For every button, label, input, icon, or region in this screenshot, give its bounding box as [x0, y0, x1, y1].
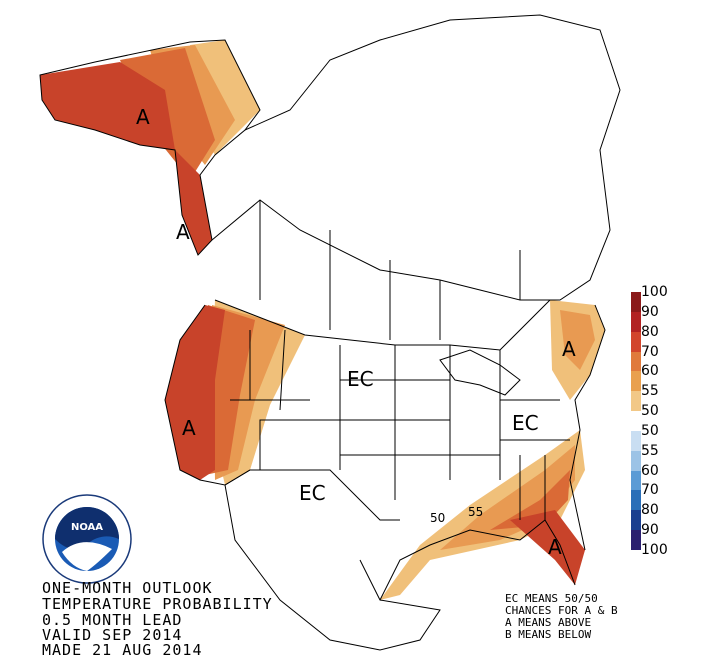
alaska-above-label: A — [136, 105, 150, 129]
southeast-shading — [380, 430, 585, 600]
state-lines-west — [230, 329, 396, 500]
colorbar-swatch — [631, 331, 641, 353]
colorbar-swatch — [631, 371, 641, 392]
east-ec-label: EC — [512, 411, 539, 435]
colorbar-tick-label: 70 — [641, 482, 659, 499]
legend-note-line-4: B MEANS BELOW — [505, 628, 592, 641]
colorbar-swatch — [631, 411, 641, 432]
alaska-shade-80 — [40, 62, 175, 150]
plains-ec-label: EC — [347, 367, 374, 391]
canada-outline — [211, 14, 621, 301]
colorbar-swatch — [631, 490, 641, 511]
colorbar-swatch — [631, 391, 641, 412]
se-shade-60 — [440, 445, 575, 550]
colorbar-swatch — [631, 292, 641, 313]
us-mexico-border — [224, 469, 400, 521]
northeast-shading — [550, 300, 605, 400]
northeast-above-label: A — [562, 337, 576, 361]
colorbar-tick-label: 80 — [641, 502, 659, 519]
colorbar-swatch — [631, 311, 641, 333]
southwest-ec-label: EC — [299, 481, 326, 505]
colorbar-tick-label: 60 — [641, 363, 659, 380]
west-shading — [165, 300, 305, 485]
title-line-5: MADE 21 AUG 2014 — [42, 641, 203, 659]
legend-note-line-2: CHANCES FOR A & B — [505, 604, 618, 617]
colorbar-tick-label: 90 — [641, 303, 659, 320]
colorbar-tick-label: 50 — [641, 422, 659, 439]
contour-55-label: 55 — [468, 505, 484, 519]
contour-50-label: 50 — [430, 511, 446, 525]
canada-provinces — [259, 200, 521, 340]
legend-note-line-3: A MEANS ABOVE — [505, 616, 592, 629]
colorbar-swatch — [631, 351, 641, 372]
great-lakes — [439, 349, 521, 396]
legend-note-line-1: EC MEANS 50/50 — [505, 592, 598, 605]
title-line-3: 0.5 MONTH LEAD — [42, 611, 183, 629]
se-shade-80 — [510, 510, 585, 585]
mexico-outline — [224, 484, 441, 651]
colorbar-tick-label: 60 — [641, 462, 659, 479]
colorbar-swatch — [631, 450, 641, 472]
us-canada-border — [214, 299, 551, 351]
alaska-shading — [40, 40, 260, 255]
se-alaska-shade-80 — [175, 150, 212, 255]
colorbar-tick-label: 90 — [641, 522, 659, 539]
west-shade-80 — [165, 305, 225, 480]
colorbar-swatch — [631, 530, 641, 551]
colorbar-swatch — [631, 510, 641, 531]
ne-shade-60 — [560, 310, 595, 370]
colorbar-swatch — [631, 470, 641, 491]
colorbar-tick-label: 55 — [641, 442, 659, 459]
colorbar-tick-label: 50 — [641, 403, 659, 420]
noaa-logo-text: NOAA — [71, 522, 103, 533]
colorbar-tick-label: 100 — [641, 542, 668, 558]
colorbar-tick-label: 70 — [641, 343, 659, 360]
state-lines-central — [340, 345, 501, 480]
colorbar-tick-label: 100 — [641, 284, 668, 300]
gulf-coast — [379, 519, 576, 601]
noaa-logo: NOAA — [42, 494, 132, 584]
west-coast-above-label: A — [182, 416, 196, 440]
title-line-1: ONE-MONTH OUTLOOK — [42, 579, 213, 597]
atlantic-coast — [569, 304, 606, 551]
title-line-4: VALID SEP 2014 — [42, 626, 183, 644]
colorbar-tick-label: 80 — [641, 323, 659, 340]
state-lines-east — [500, 399, 570, 520]
florida-above-label: A — [548, 535, 562, 559]
colorbar-swatch — [631, 430, 641, 452]
southeast-alaska-above-label: A — [176, 220, 190, 244]
title-line-2: TEMPERATURE PROBABILITY — [42, 595, 273, 613]
colorbar-tick-label: 55 — [641, 383, 659, 400]
map-borders — [39, 14, 621, 651]
probability-colorbar — [631, 292, 641, 551]
